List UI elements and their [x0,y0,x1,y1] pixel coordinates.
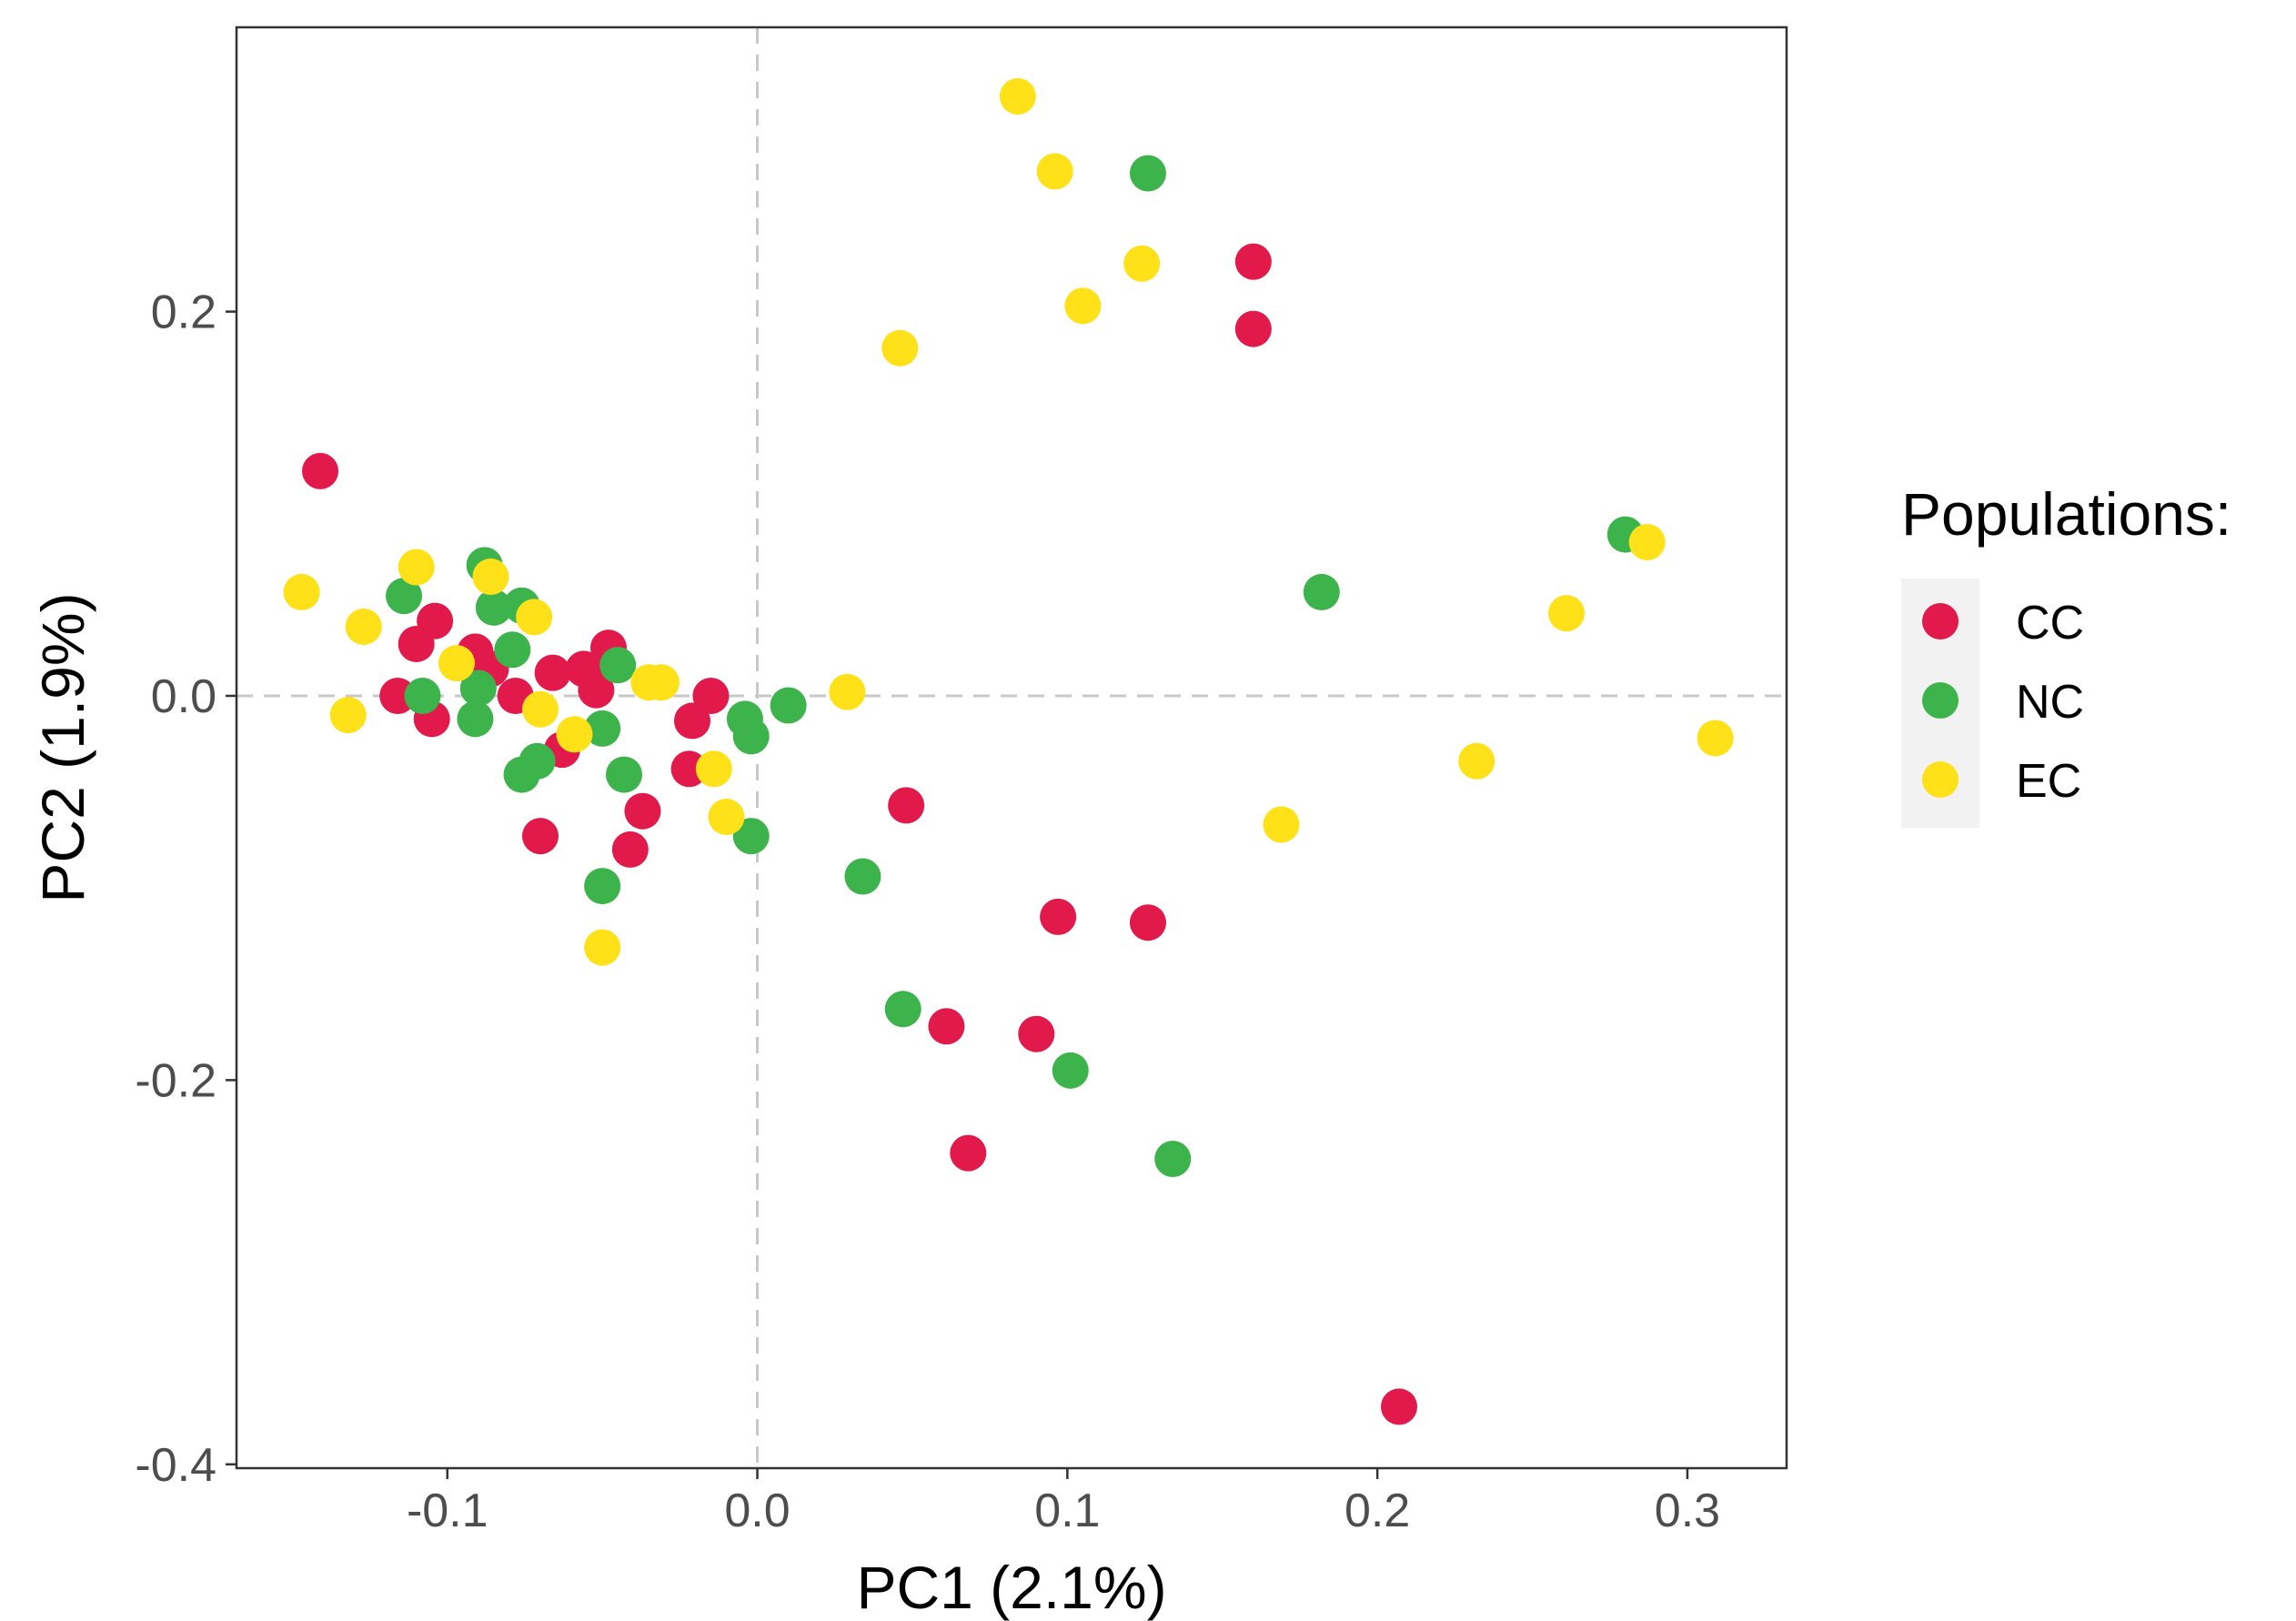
point-nc [494,631,531,669]
point-nc [1154,1140,1192,1177]
plot-panel-border [235,25,1788,1470]
point-nc [386,578,423,615]
point-cc [534,654,571,691]
point-ec [1697,720,1734,757]
point-nc [884,991,921,1028]
point-cc [692,677,730,714]
y-tick-label: 0.2 [151,287,217,339]
data-points [283,78,1734,1425]
point-ec [881,329,919,367]
point-ec [1123,245,1161,282]
x-tick-label: 0.1 [1034,1485,1100,1537]
point-nc [1303,573,1340,610]
point-nc [457,700,494,738]
point-cc [673,702,710,740]
point-ec [1628,524,1666,561]
point-ec [329,697,367,734]
point-nc [1052,1052,1089,1089]
point-cc [1040,898,1077,935]
point-ec [283,573,320,610]
point-ec [1458,742,1495,780]
point-ec [1548,595,1586,632]
point-nc [606,756,642,793]
point-nc [844,858,881,895]
series-ec [283,78,1734,966]
point-ec [472,559,509,596]
point-ec [1263,806,1300,843]
legend-label-ec: EC [2016,755,2081,808]
point-cc [928,1008,965,1045]
point-nc [1129,155,1166,192]
point-cc [624,792,661,830]
point-cc [1018,1015,1055,1052]
y-tick-label: -0.2 [135,1054,217,1107]
point-nc [584,710,621,747]
point-nc [475,589,512,626]
point-nc [770,687,807,724]
point-nc [732,818,770,855]
point-nc [459,670,497,707]
legend-title: Populations: [1901,480,2231,548]
point-cc [1129,904,1166,941]
point-ec [1064,287,1102,325]
point-nc [599,647,637,684]
legend: Populations: CC NC EC [1901,480,2231,828]
point-ec [345,608,382,645]
y-tick-label: 0.0 [151,670,217,723]
point-nc [404,677,441,714]
legend-label-cc: CC [2016,597,2084,649]
x-tick-label: 0.2 [1344,1485,1410,1537]
point-ec [516,599,553,636]
x-tick-label: 0.0 [724,1485,790,1537]
point-cc [611,831,649,868]
point-ec [438,645,475,682]
point-cc [1381,1388,1417,1425]
point-nc [503,756,540,793]
point-ec [556,716,593,753]
point-cc [1234,310,1272,347]
legend-key-ec [1922,761,1959,798]
point-cc [1234,243,1272,280]
x-axis: -0.1 0.0 0.1 0.2 0.3 [407,1468,1720,1537]
point-ec [708,799,745,836]
x-tick-label: -0.1 [407,1485,488,1537]
point-nc [732,718,770,755]
y-axis-title: PC2 (1.9%) [29,592,96,902]
point-ec [999,78,1036,116]
legend-key-nc [1922,682,1959,719]
series-nc [386,155,1644,1177]
y-tick-label: -0.4 [135,1439,217,1492]
point-cc [888,787,925,824]
point-cc [417,602,454,639]
legend-key-cc [1922,603,1959,639]
point-ec [695,750,732,788]
x-tick-label: 0.3 [1655,1485,1720,1537]
point-cc [578,671,615,709]
y-axis: -0.4 -0.2 0.0 0.2 [135,287,237,1492]
plot-panel-background [237,27,1787,1468]
x-axis-title: PC1 (2.1%) [856,1554,1166,1621]
point-cc [521,818,559,855]
point-ec [829,673,866,710]
legend-label-nc: NC [2016,676,2084,729]
point-nc [584,868,621,905]
point-cc [950,1134,987,1172]
point-ec [1036,153,1073,190]
point-ec [584,929,621,966]
point-ec [521,690,559,728]
point-ec [642,664,680,701]
point-cc [302,452,339,489]
point-ec [398,549,435,586]
